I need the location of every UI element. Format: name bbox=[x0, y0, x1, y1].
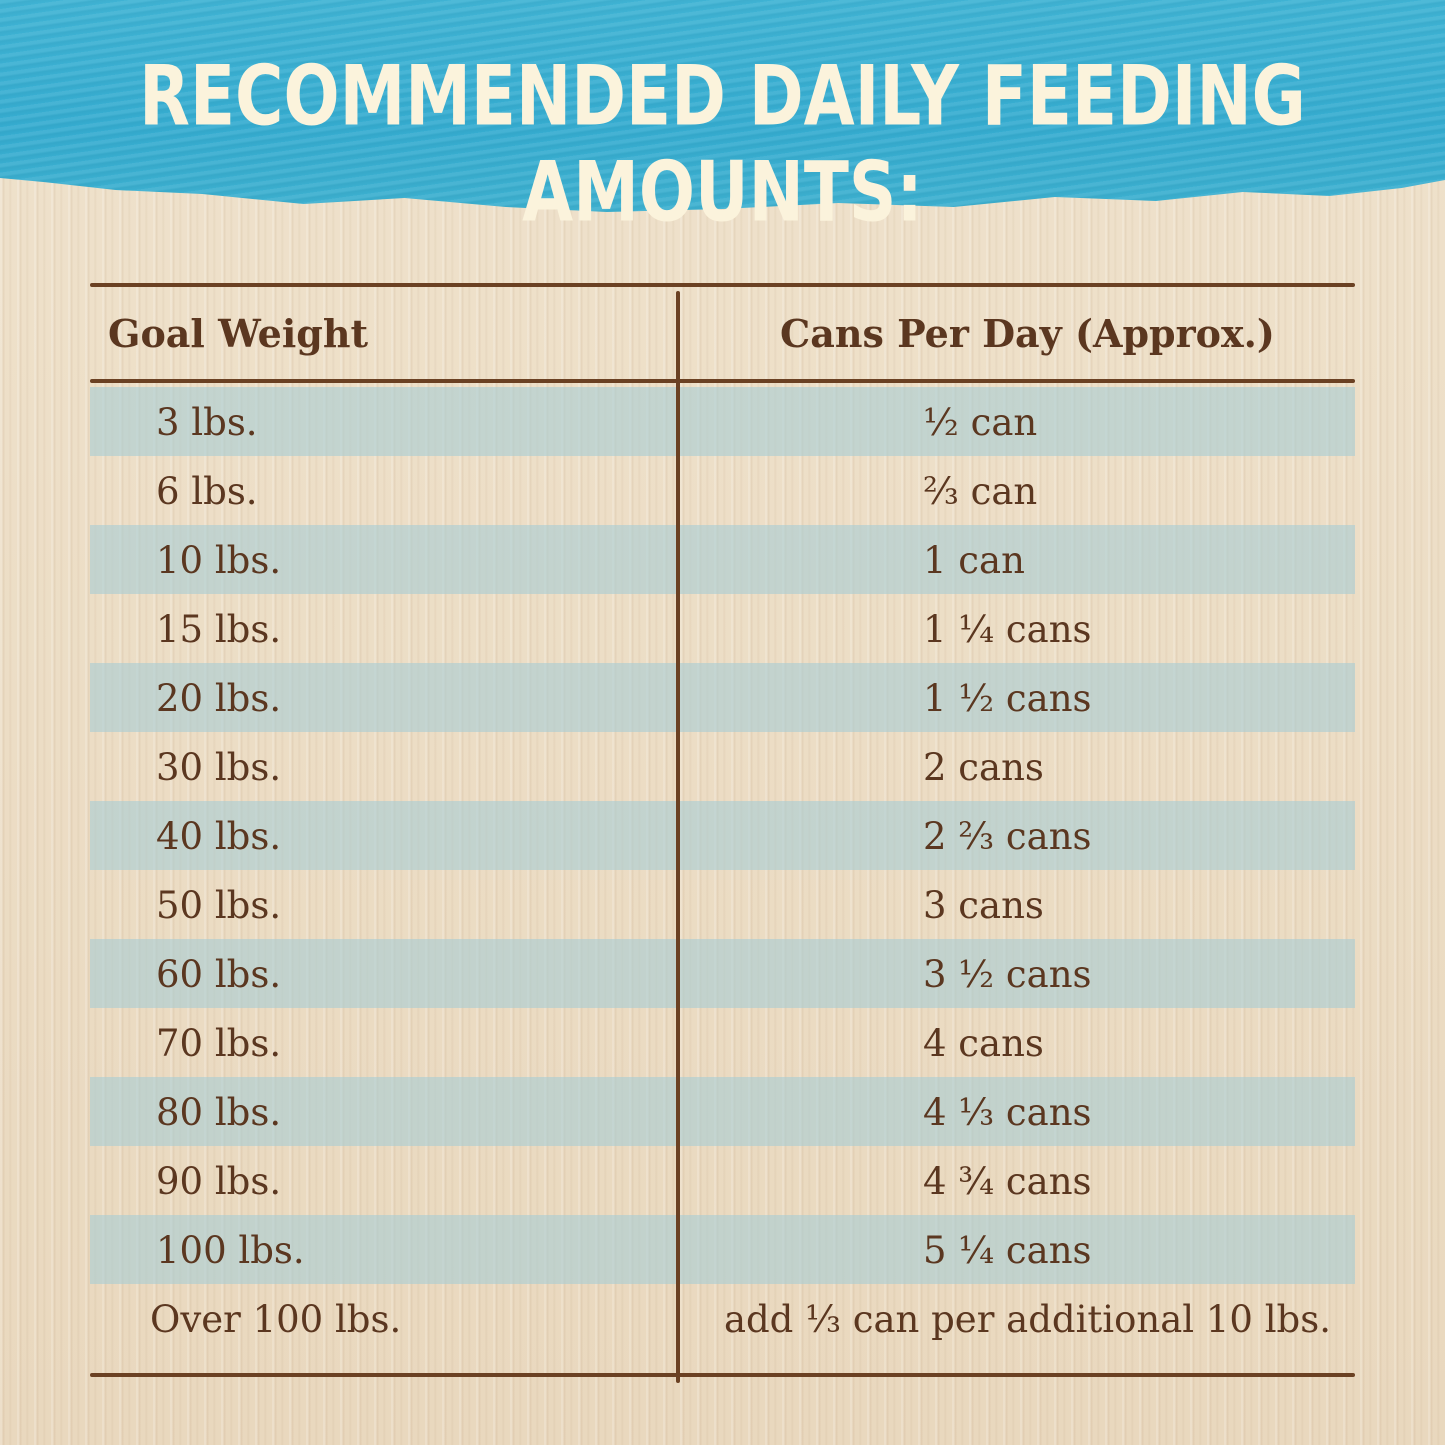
feeding-table: Goal Weight Cans Per Day (Approx.) 3 lbs… bbox=[90, 283, 1355, 1383]
goal-weight-cell: 10 lbs. bbox=[156, 539, 282, 582]
goal-weight-cell: 50 lbs. bbox=[156, 884, 282, 927]
table-row: 30 lbs. 2 cans bbox=[90, 732, 1355, 801]
cans-per-day-cell: ½ can bbox=[923, 401, 1038, 444]
table-row: 15 lbs. 1 ¼ cans bbox=[90, 594, 1355, 663]
cans-per-day-cell: 2 cans bbox=[923, 746, 1044, 789]
table-row: 3 lbs. ½ can bbox=[90, 387, 1355, 456]
table-row: 60 lbs. 3 ½ cans bbox=[90, 939, 1355, 1008]
header-goal-weight: Goal Weight bbox=[108, 311, 369, 356]
table-row: 80 lbs. 4 ⅓ cans bbox=[90, 1077, 1355, 1146]
table-row: 100 lbs. 5 ¼ cans bbox=[90, 1215, 1355, 1284]
goal-weight-cell: 70 lbs. bbox=[156, 1022, 282, 1065]
goal-weight-cell: 30 lbs. bbox=[156, 746, 282, 789]
table-row: 20 lbs. 1 ½ cans bbox=[90, 663, 1355, 732]
goal-weight-cell: 6 lbs. bbox=[156, 470, 258, 513]
cans-per-day-cell: 1 ½ cans bbox=[923, 677, 1092, 720]
cans-per-day-cell: 3 ½ cans bbox=[923, 953, 1092, 996]
column-divider bbox=[676, 291, 680, 1383]
cans-per-day-cell: ⅔ can bbox=[923, 470, 1038, 513]
cans-per-day-cell: 2 ⅔ cans bbox=[923, 815, 1092, 858]
cans-per-day-cell: 4 ⅓ cans bbox=[923, 1091, 1092, 1134]
table-row: 6 lbs. ⅔ can bbox=[90, 456, 1355, 525]
table-row: 90 lbs. 4 ¾ cans bbox=[90, 1146, 1355, 1215]
table-bottom-rule bbox=[90, 1373, 1355, 1377]
table-row: 70 lbs. 4 cans bbox=[90, 1008, 1355, 1077]
table-row: Over 100 lbs. add ⅓ can per additional 1… bbox=[90, 1284, 1355, 1353]
table-body: 3 lbs. ½ can 6 lbs. ⅔ can 10 lbs. 1 can … bbox=[90, 387, 1355, 1353]
cans-per-day-cell: 1 can bbox=[923, 539, 1025, 582]
cans-per-day-cell: 4 ¾ cans bbox=[923, 1160, 1092, 1203]
goal-weight-cell: 3 lbs. bbox=[156, 401, 258, 444]
goal-weight-cell: 100 lbs. bbox=[156, 1229, 305, 1272]
title-banner bbox=[0, 0, 1445, 212]
goal-weight-cell: Over 100 lbs. bbox=[150, 1298, 402, 1341]
cans-per-day-cell: 1 ¼ cans bbox=[923, 608, 1092, 651]
cans-per-day-cell: 5 ¼ cans bbox=[923, 1229, 1092, 1272]
goal-weight-cell: 40 lbs. bbox=[156, 815, 282, 858]
cans-per-day-cell: add ⅓ can per additional 10 lbs. bbox=[723, 1298, 1331, 1341]
goal-weight-cell: 15 lbs. bbox=[156, 608, 282, 651]
cans-per-day-cell: 3 cans bbox=[923, 884, 1044, 927]
table-row: 10 lbs. 1 can bbox=[90, 525, 1355, 594]
header-cans-per-day: Cans Per Day (Approx.) bbox=[780, 311, 1275, 356]
table-row: 50 lbs. 3 cans bbox=[90, 870, 1355, 939]
goal-weight-cell: 20 lbs. bbox=[156, 677, 282, 720]
table-row: 40 lbs. 2 ⅔ cans bbox=[90, 801, 1355, 870]
table-header-rule bbox=[90, 379, 1355, 383]
table-top-rule bbox=[90, 283, 1355, 287]
page-title: RECOMMENDED DAILY FEEDING AMOUNTS: bbox=[139, 48, 1306, 241]
cans-per-day-cell: 4 cans bbox=[923, 1022, 1044, 1065]
goal-weight-cell: 60 lbs. bbox=[156, 953, 282, 996]
goal-weight-cell: 90 lbs. bbox=[156, 1160, 282, 1203]
goal-weight-cell: 80 lbs. bbox=[156, 1091, 282, 1134]
